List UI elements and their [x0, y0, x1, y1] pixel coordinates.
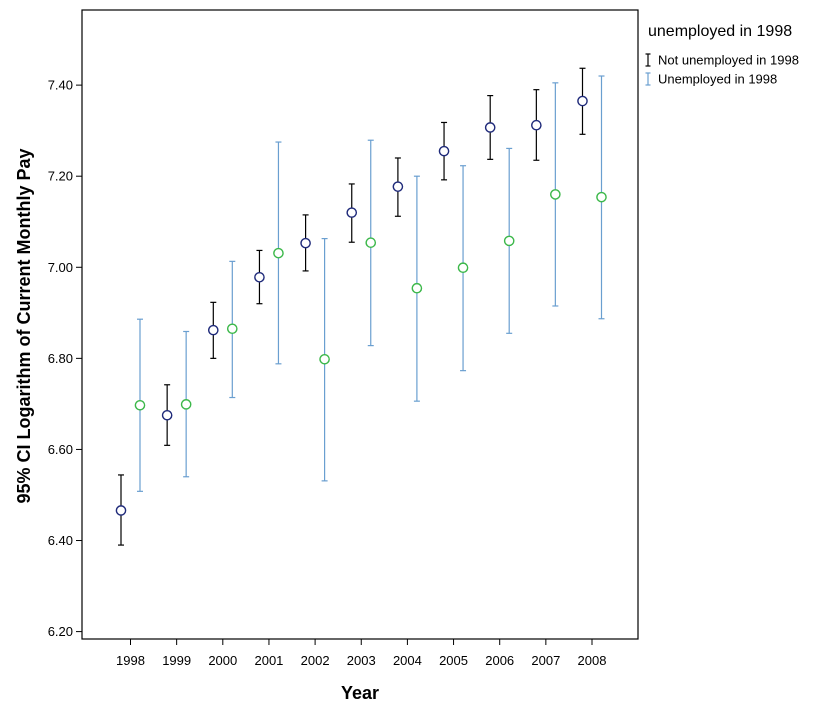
mean-point: [161, 409, 173, 421]
x-tick-label: 2000: [208, 653, 237, 668]
y-tick-label: 6.40: [48, 533, 73, 548]
mean-point: [503, 235, 515, 247]
mean-point: [134, 399, 146, 411]
x-tick-label: 2003: [347, 653, 376, 668]
legend-label: Not unemployed in 1998: [658, 53, 799, 68]
mean-point: [484, 122, 496, 133]
x-axis: 1998 1999 2000 2001 2002 2003 2004 2005 2006 2007…: [116, 639, 606, 668]
mean-point: [254, 271, 265, 283]
mean-point: [300, 237, 311, 249]
x-tick-label: 2002: [301, 653, 330, 668]
legend-label: Unemployed in 1998: [658, 72, 777, 87]
mean-point: [392, 181, 404, 192]
plot-frame: [81, 9, 639, 640]
legend: unemployed in 1998 Not unemployed in 199…: [645, 23, 799, 87]
mean-point: [273, 247, 284, 259]
mean-point: [411, 282, 423, 294]
legend-title: unemployed in 1998: [648, 23, 792, 40]
y-axis-title: 95% CI Logarithm of Current Monthly Pay: [14, 148, 34, 503]
mean-point: [226, 323, 238, 335]
y-tick-label: 6.80: [48, 351, 73, 366]
y-tick-label: 7.40: [48, 78, 73, 93]
x-tick-label: 1998: [116, 653, 145, 668]
mean-point: [438, 145, 450, 157]
mean-point: [346, 207, 358, 218]
series-1: [115, 67, 588, 546]
x-tick-label: 2001: [254, 653, 283, 668]
series-2: [134, 75, 607, 492]
mean-point: [550, 189, 561, 200]
mean-point: [577, 95, 588, 107]
y-axis: 6.20 6.40 6.60 6.80 7.00 7.20 7.40: [48, 78, 82, 639]
x-axis-title: Year: [341, 683, 379, 703]
mean-point: [115, 505, 127, 516]
y-tick-label: 7.20: [48, 169, 73, 184]
mean-point: [596, 191, 607, 203]
y-tick-label: 6.60: [48, 442, 73, 457]
x-tick-label: 2007: [531, 653, 560, 668]
series-layer: [115, 67, 607, 546]
x-tick-label: 2005: [439, 653, 468, 668]
mean-point: [457, 262, 469, 274]
mean-point: [531, 119, 542, 131]
mean-point: [207, 324, 219, 336]
x-tick-label: 1999: [162, 653, 191, 668]
x-tick-label: 2004: [393, 653, 422, 668]
mean-point: [319, 353, 330, 365]
y-tick-label: 6.20: [48, 624, 73, 639]
y-tick-label: 7.00: [48, 260, 73, 275]
mean-point: [365, 237, 377, 248]
mean-point: [180, 399, 192, 410]
x-tick-label: 2006: [485, 653, 514, 668]
x-tick-label: 2008: [578, 653, 607, 668]
